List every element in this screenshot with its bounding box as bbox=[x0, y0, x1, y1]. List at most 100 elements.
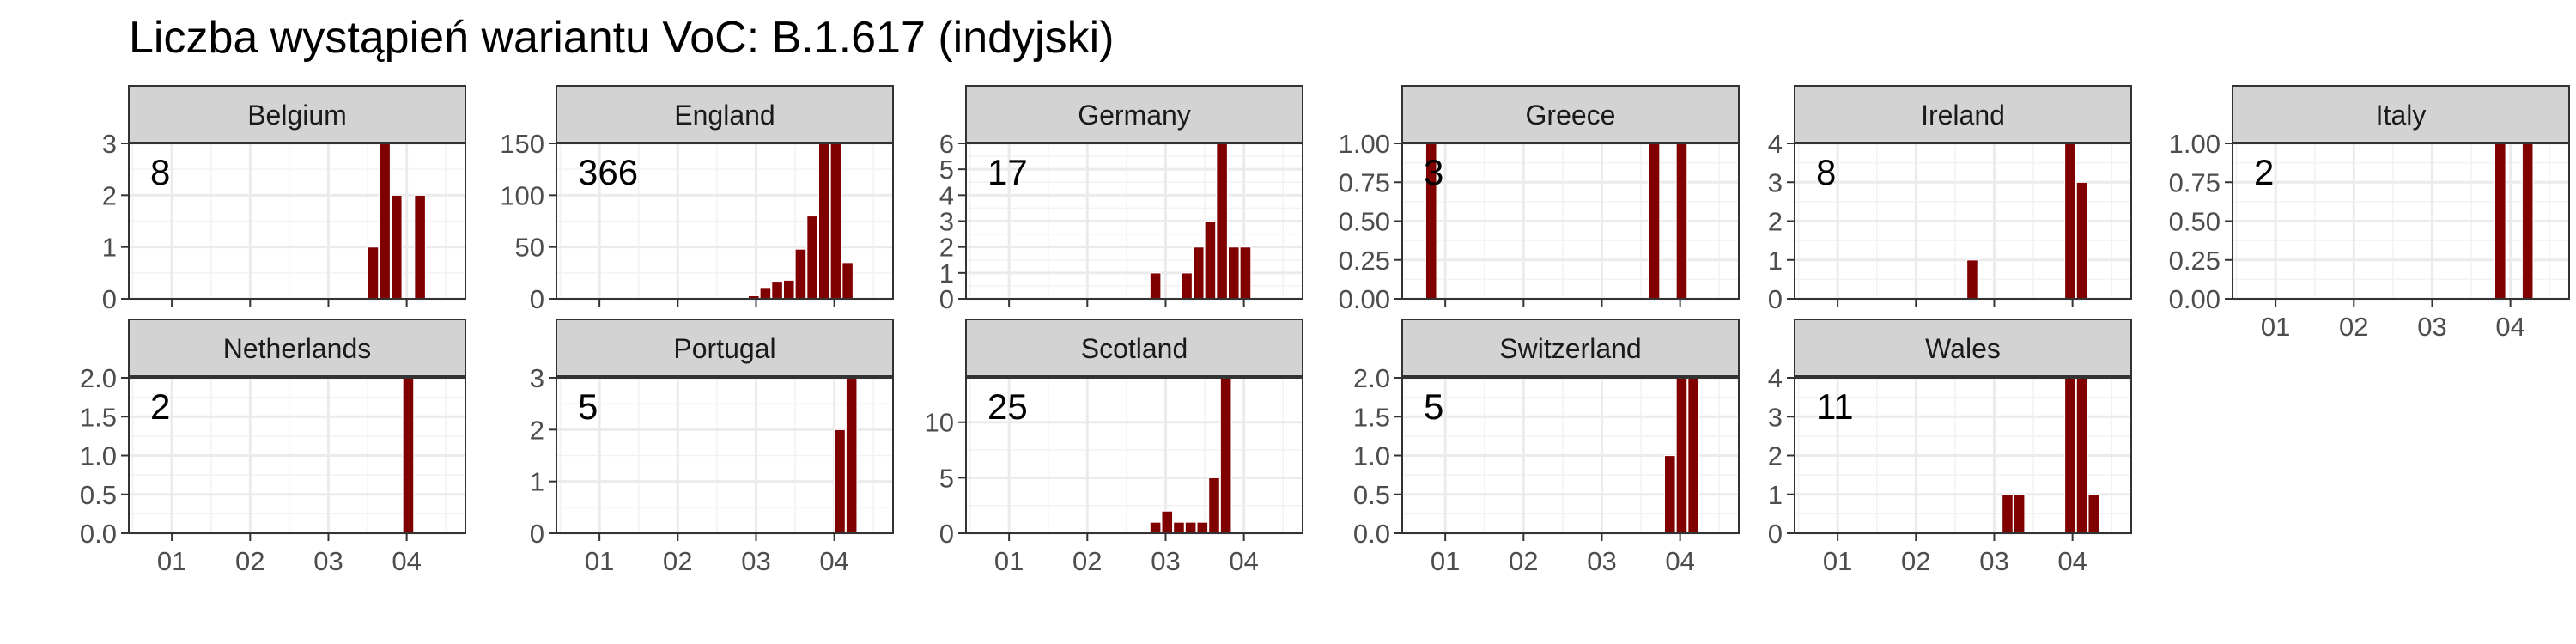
x-tick-label: 01 bbox=[994, 546, 1024, 576]
y-tick-label: 150 bbox=[500, 129, 544, 159]
strip-label: Portugal bbox=[673, 333, 775, 364]
y-tick-label: 0.0 bbox=[80, 519, 117, 549]
bar-netherlands bbox=[402, 377, 415, 534]
bar-italy bbox=[2494, 143, 2506, 300]
bar-scotland bbox=[1208, 477, 1220, 534]
bar-germany bbox=[1192, 246, 1205, 300]
total-label: 2 bbox=[150, 386, 170, 427]
facet-netherlands: Netherlands 2 0.0 0.5 1.0 1.5 2.0 01 02 03 04 bbox=[80, 319, 466, 576]
y-tick-label: 4 bbox=[939, 180, 954, 210]
bar-belgium bbox=[367, 246, 380, 300]
total-label: 8 bbox=[150, 152, 170, 192]
y-tick-label: 0.00 bbox=[2169, 284, 2221, 314]
bar-scotland bbox=[1219, 377, 1232, 534]
y-tick-label: 0 bbox=[530, 284, 544, 314]
y-tick-label: 0 bbox=[939, 284, 954, 314]
x-tick-label: 01 bbox=[585, 546, 614, 576]
bar-england bbox=[794, 248, 807, 300]
y-tick-label: 4 bbox=[1768, 363, 1783, 393]
x-tick-label: 01 bbox=[2261, 312, 2290, 342]
bar-england bbox=[771, 280, 784, 300]
bar-england bbox=[782, 279, 795, 300]
panel-background bbox=[966, 378, 1303, 533]
y-tick-label: 5 bbox=[939, 463, 954, 493]
bar-ireland bbox=[2075, 181, 2088, 300]
y-tick-label: 2 bbox=[1768, 207, 1783, 237]
bar-switzerland bbox=[1675, 377, 1688, 534]
bar-germany bbox=[1181, 272, 1194, 300]
y-tick-label: 0.25 bbox=[1339, 246, 1390, 276]
x-tick-label: 02 bbox=[2339, 312, 2368, 342]
y-tick-label: 1.5 bbox=[80, 402, 117, 432]
bar-germany bbox=[1227, 246, 1240, 300]
x-tick-label: 01 bbox=[157, 546, 186, 576]
y-tick-label: 50 bbox=[515, 233, 544, 263]
y-tick-label: 5 bbox=[939, 155, 954, 185]
y-tick-label: 1.5 bbox=[1353, 402, 1390, 432]
bar-scotland bbox=[1161, 510, 1174, 534]
x-tick-label: 01 bbox=[1823, 546, 1852, 576]
bar-wales bbox=[2063, 377, 2076, 534]
bar-wales bbox=[2087, 494, 2100, 534]
y-tick-label: 1 bbox=[530, 467, 544, 497]
facet-belgium: Belgium 8 0 1 2 3 bbox=[102, 85, 466, 314]
bar-belgium bbox=[414, 194, 427, 300]
bar-wales bbox=[2001, 494, 2014, 534]
y-tick-label: 2 bbox=[939, 233, 954, 263]
y-tick-label: 3 bbox=[1768, 167, 1783, 197]
total-label: 25 bbox=[987, 386, 1028, 427]
x-tick-label: 03 bbox=[1151, 546, 1180, 576]
y-tick-label: 100 bbox=[500, 180, 544, 210]
y-tick-label: 0 bbox=[1768, 519, 1783, 549]
strip-label: Switzerland bbox=[1499, 333, 1641, 364]
strip-england bbox=[556, 85, 894, 143]
y-tick-label: 2.0 bbox=[1353, 363, 1390, 393]
y-tick-label: 2 bbox=[1768, 441, 1783, 471]
bar-ireland bbox=[2063, 143, 2076, 300]
bar-germany bbox=[1216, 143, 1229, 300]
bar-ireland bbox=[1965, 259, 1978, 300]
x-tick-label: 01 bbox=[1431, 546, 1460, 576]
y-tick-label: 0.5 bbox=[80, 480, 117, 510]
strip-switzerland bbox=[1401, 319, 1740, 377]
x-tick-label: 02 bbox=[1901, 546, 1930, 576]
y-tick-label: 0 bbox=[1768, 284, 1783, 314]
y-tick-label: 3 bbox=[939, 207, 954, 237]
bar-wales bbox=[2075, 377, 2088, 534]
y-tick-label: 1 bbox=[1768, 246, 1783, 276]
y-tick-label: 1.0 bbox=[1353, 441, 1390, 471]
y-tick-label: 1.0 bbox=[80, 441, 117, 471]
y-tick-label: 1.00 bbox=[1339, 129, 1390, 159]
y-tick-label: 6 bbox=[939, 129, 954, 159]
bar-greece bbox=[1648, 143, 1661, 300]
y-tick-label: 1 bbox=[102, 233, 117, 263]
strip-label: Netherlands bbox=[223, 333, 372, 364]
chart-title: Liczba wystąpień wariantu VoC: B.1.617 (… bbox=[129, 13, 1115, 63]
bar-italy bbox=[2521, 143, 2534, 300]
x-tick-label: 02 bbox=[663, 546, 692, 576]
y-tick-label: 0.75 bbox=[1339, 167, 1390, 197]
total-label: 5 bbox=[578, 386, 598, 427]
y-tick-label: 0.00 bbox=[1339, 284, 1390, 314]
total-label: 2 bbox=[2254, 152, 2274, 192]
facet-ireland: Ireland 8 0 1 2 3 4 bbox=[1768, 85, 2132, 314]
y-tick-label: 0.0 bbox=[1353, 519, 1390, 549]
strip-label: Greece bbox=[1526, 100, 1616, 131]
y-tick-label: 0.50 bbox=[1339, 207, 1390, 237]
y-tick-label: 0 bbox=[102, 284, 117, 314]
total-label: 366 bbox=[578, 152, 638, 192]
facet-greece: Greece 3 0.00 0.25 0.50 0.75 1.00 bbox=[1339, 85, 1740, 314]
y-tick-label: 3 bbox=[530, 363, 544, 393]
bar-england bbox=[841, 262, 854, 300]
strip-wales bbox=[1794, 319, 2132, 377]
x-tick-label: 03 bbox=[2417, 312, 2446, 342]
facet-england: England 366 0 50 100 150 bbox=[500, 85, 894, 314]
y-tick-label: 2 bbox=[102, 180, 117, 210]
facet-italy: Italy 2 0.00 0.25 0.50 0.75 1.00 01 02 03 04 bbox=[2169, 85, 2570, 342]
x-tick-label: 04 bbox=[1665, 546, 1694, 576]
y-tick-label: 0.5 bbox=[1353, 480, 1390, 510]
y-tick-label: 1 bbox=[939, 258, 954, 289]
